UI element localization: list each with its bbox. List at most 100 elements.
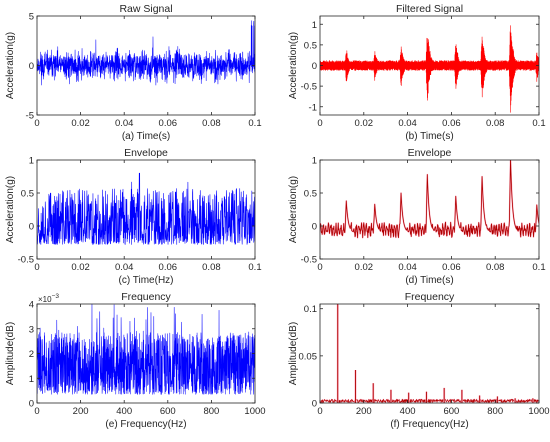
filtered-signal-series	[320, 25, 539, 113]
y-tick-label: 1	[29, 156, 34, 167]
x-tick-label: 200	[356, 406, 372, 417]
y-tick-label: 0	[312, 399, 317, 410]
y-axis-label: Amplitude(dB)	[288, 322, 299, 385]
raw-signal-series	[37, 20, 255, 86]
y-tick-label: -0.5	[301, 255, 317, 266]
x-tick-label: 400	[116, 406, 132, 417]
panel-title: Envelope	[124, 147, 168, 159]
x-tick-label: 0.06	[442, 118, 461, 129]
x-tick-label: 0.02	[355, 118, 374, 129]
x-axis-label: (c) Time(Hz)	[119, 275, 174, 286]
panel-b: 0 0.02 0.04 0.06 0.08 0.1 -1 -0.5 0 0.5 1 Filtered …	[288, 3, 546, 142]
panel-f: 0 200 400 600 800 1000 0 0.05 0.1 Frequency (f) Fr…	[288, 291, 550, 430]
plot-layer	[320, 304, 539, 403]
envelope-filtered-series	[320, 160, 539, 239]
x-tick-label: 0.1	[532, 262, 545, 273]
x-tick-label: 0.08	[202, 118, 221, 129]
y-tick-label: 1	[29, 374, 34, 385]
panel-title: Frequency	[405, 291, 455, 303]
panel-title: Envelope	[408, 147, 452, 159]
axes-frame	[319, 159, 540, 260]
x-tick-label: 0	[34, 406, 39, 417]
y-axis-label: Acceleration(g)	[288, 176, 299, 243]
plot-layer	[37, 20, 255, 86]
y-tick-label: -1	[309, 102, 317, 113]
panel-e: 0 200 400 600 800 1000 0 1 2 3 4 Frequency (e) Frequ…	[5, 291, 266, 430]
x-axis-label: (e) Frequency(Hz)	[105, 419, 186, 430]
y-tick-label: 0.1	[304, 304, 317, 315]
x-tick-label: 400	[400, 406, 416, 417]
x-tick-label: 600	[443, 406, 459, 417]
y-tick-label: 3	[29, 324, 34, 335]
x-tick-label: 600	[160, 406, 176, 417]
axes-frame	[319, 303, 540, 404]
y-tick-label: 0	[29, 399, 34, 410]
y-multiplier: ×10−3	[38, 293, 59, 304]
envelope-spectrum-noise	[320, 398, 539, 403]
panel-title: Raw Signal	[119, 3, 172, 15]
plot-area	[320, 304, 539, 403]
x-tick-label: 800	[487, 406, 503, 417]
frequency-raw-series	[37, 304, 255, 395]
y-tick-label: -5	[26, 111, 34, 122]
x-tick-label: 0.1	[248, 118, 261, 129]
x-tick-label: 0.04	[115, 118, 134, 129]
y-tick-label: 0.5	[304, 189, 317, 200]
plot-layer	[37, 304, 255, 395]
x-tick-label: 0.02	[71, 262, 90, 273]
x-tick-label: 0.02	[355, 262, 374, 273]
x-tick-label: 0	[317, 118, 322, 129]
x-tick-label: 200	[73, 406, 89, 417]
x-axis-label: (f) Frequency(Hz)	[390, 419, 468, 430]
y-tick-label: 0	[29, 61, 34, 72]
x-tick-label: 0	[317, 406, 322, 417]
x-tick-label: 1000	[244, 406, 265, 417]
x-tick-label: 0.06	[159, 262, 178, 273]
x-axis-label: (b) Time(s)	[405, 131, 453, 142]
x-tick-label: 0.06	[442, 262, 461, 273]
x-tick-label: 0.02	[71, 118, 90, 129]
x-tick-label: 0.1	[532, 118, 545, 129]
y-tick-label: -0.5	[301, 82, 317, 93]
y-axis-label: Acceleration(g)	[288, 32, 299, 99]
axes-frame	[36, 159, 256, 260]
panel-d: 0 0.02 0.04 0.06 0.08 0.1-0.500.51Envelope(d)…	[288, 147, 546, 286]
x-tick-label: 1000	[528, 406, 549, 417]
plot-layer	[37, 172, 255, 245]
x-axis-label: (a) Time(s)	[122, 131, 170, 142]
y-tick-label: 0	[312, 222, 317, 233]
y-tick-label: 0	[29, 222, 34, 233]
y-tick-label: 0.5	[304, 40, 317, 51]
y-axis-label: Acceleration(g)	[5, 176, 16, 243]
y-tick-label: 1	[312, 20, 317, 31]
x-axis-label: (d) Time(s)	[405, 275, 453, 286]
x-tick-label: 0.06	[159, 118, 178, 129]
plot-layer	[320, 25, 539, 113]
y-axis-label: Acceleration(g)	[5, 32, 16, 99]
y-axis-label: Amplitude(dB)	[5, 322, 16, 385]
panel-title: Filtered Signal	[396, 3, 463, 15]
x-tick-label: 0.04	[115, 262, 134, 273]
x-tick-label: 0	[317, 262, 322, 273]
y-tick-label: 4	[29, 300, 34, 311]
y-tick-label: 5	[29, 12, 34, 23]
y-tick-label: -0.5	[18, 255, 34, 266]
x-tick-label: 0.04	[398, 118, 417, 129]
envelope-raw-series	[37, 172, 255, 245]
x-tick-label: 0.04	[398, 262, 417, 273]
y-tick-label: 2	[29, 349, 34, 360]
y-tick-label: 0.5	[21, 189, 34, 200]
x-tick-label: 0	[34, 118, 39, 129]
x-tick-label: 0.08	[486, 118, 505, 129]
y-tick-label: 0.05	[299, 351, 318, 362]
y-tick-label: 0	[312, 61, 317, 72]
plot-layer	[320, 160, 539, 239]
x-tick-label: 800	[203, 406, 219, 417]
x-tick-label: 0.08	[486, 262, 505, 273]
y-tick-label: 1	[312, 156, 317, 167]
panel-c: 0 0.02 0.04 0.06 0.08 0.1-0.500.51Envelope(c)…	[5, 147, 262, 286]
x-tick-label: 0	[34, 262, 39, 273]
